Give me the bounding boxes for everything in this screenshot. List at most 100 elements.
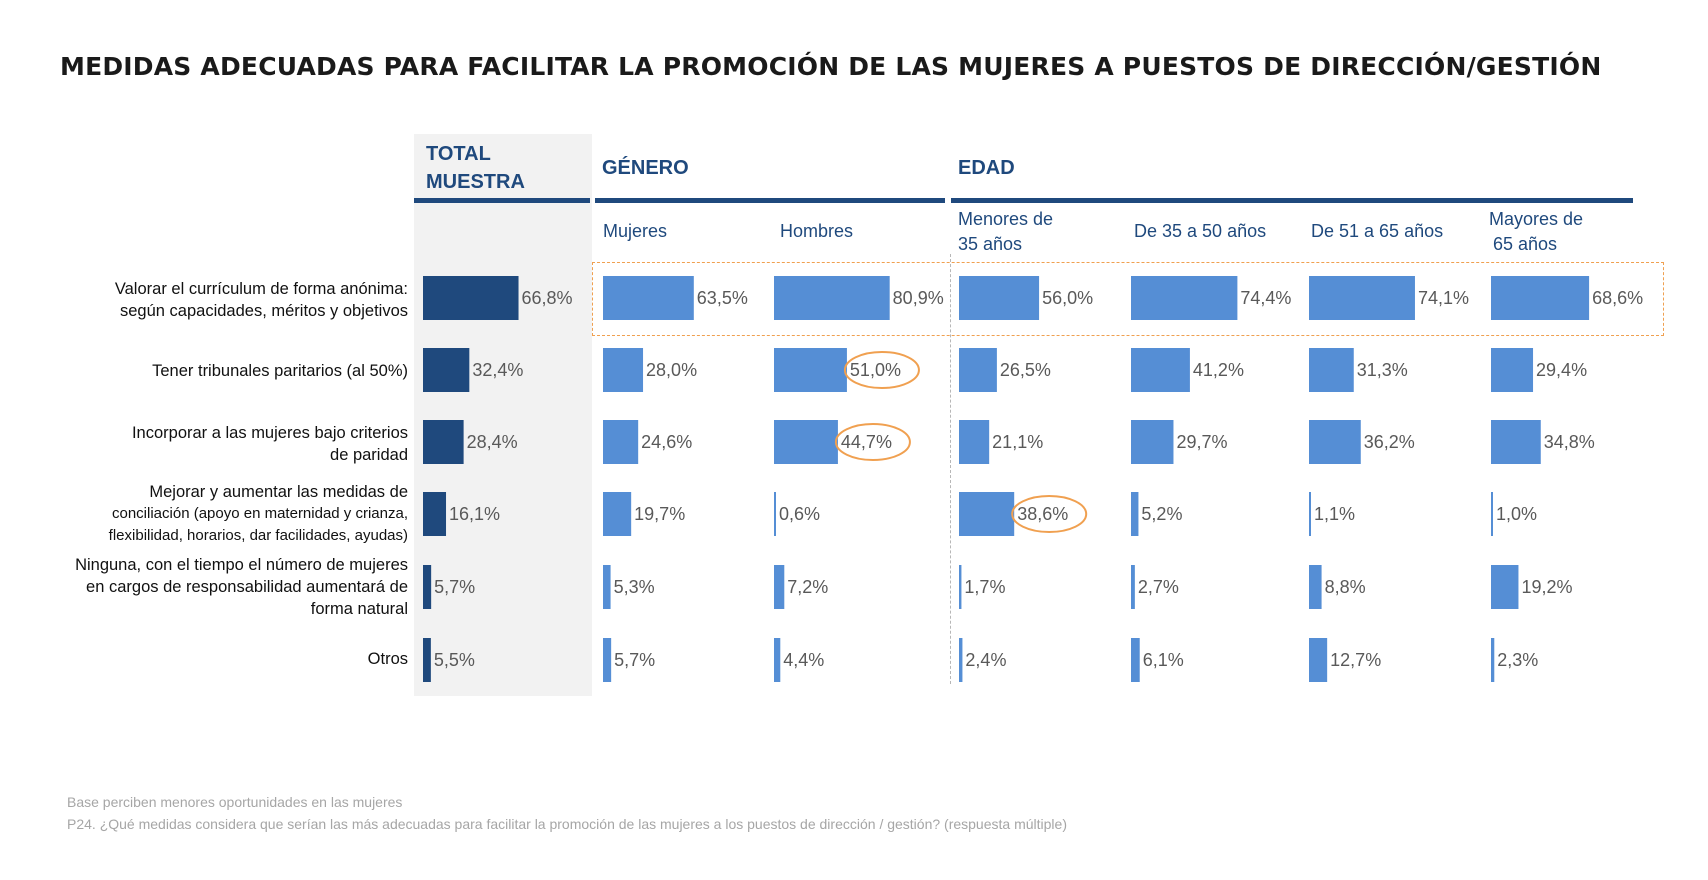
row-label-line: flexibilidad, horarios, dar facilidades,…	[108, 527, 408, 544]
bar-hombres	[774, 348, 847, 392]
data-label-menores-de-35-anos: 2,4%	[965, 650, 1006, 670]
data-label-mayores-de-65-anos: 34,8%	[1544, 432, 1595, 452]
data-label-de-51-a-65-anos: 36,2%	[1364, 432, 1415, 452]
bar-de-51-a-65-anos	[1309, 638, 1328, 682]
page-title: MEDIDAS ADECUADAS PARA FACILITAR LA PROM…	[60, 52, 1602, 81]
row-label-line: en cargos de responsabilidad aumentará d…	[86, 578, 408, 596]
column-header-mujeres: Mujeres	[603, 221, 668, 241]
bar-mujeres	[603, 492, 632, 536]
data-label-hombres: 51,0%	[850, 360, 901, 380]
data-label-de-35-a-50-anos: 5,2%	[1141, 504, 1182, 524]
bar-hombres	[774, 420, 838, 464]
data-label-hombres: 7,2%	[787, 577, 828, 597]
row-label-line: de paridad	[330, 446, 408, 464]
bar-de-51-a-65-anos	[1309, 420, 1361, 464]
data-label-hombres: 0,6%	[779, 504, 820, 524]
row-label-line: Tener tribunales paritarios (al 50%)	[152, 362, 408, 380]
bar-menores-de-35-anos	[959, 565, 962, 609]
group-line-edad	[951, 198, 1633, 203]
row-label-line: según capacidades, méritos y objetivos	[120, 302, 408, 320]
bar-de-35-a-50-anos	[1131, 565, 1135, 609]
data-label-de-51-a-65-anos: 1,1%	[1314, 504, 1355, 524]
bar-hombres	[774, 565, 785, 609]
row-label-line: forma natural	[310, 600, 408, 618]
bar-menores-de-35-anos	[959, 492, 1015, 536]
data-label-hombres: 44,7%	[841, 432, 892, 452]
data-label-total-muestra: 5,5%	[434, 650, 475, 670]
data-label-de-51-a-65-anos: 31,3%	[1357, 360, 1408, 380]
row-label: Valorar el currículum de forma anónima: …	[30, 274, 408, 326]
row-label-line: Otros	[367, 650, 408, 668]
group-title-genero: GÉNERO	[602, 157, 689, 179]
bar-menores-de-35-anos	[959, 420, 990, 464]
bar-mujeres	[603, 638, 612, 682]
bar-de-35-a-50-anos	[1131, 348, 1190, 392]
bar-mayores-de-65-anos	[1491, 276, 1590, 320]
data-label-mayores-de-65-anos: 19,2%	[1521, 577, 1572, 597]
group-title-total: TOTAL MUESTRA	[426, 143, 525, 193]
column-header-menores-35-line2: 35 años	[958, 234, 1023, 254]
data-label-total-muestra: 66,8%	[522, 288, 573, 308]
data-label-hombres: 80,9%	[893, 288, 944, 308]
bar-mujeres	[603, 348, 644, 392]
bar-total-muestra	[423, 492, 447, 536]
bar-total-muestra	[423, 420, 464, 464]
bar-mayores-de-65-anos	[1491, 492, 1493, 536]
data-label-mayores-de-65-anos: 1,0%	[1496, 504, 1537, 524]
bar-mayores-de-65-anos	[1491, 348, 1534, 392]
row-label: Ninguna, con el tiempo el número de muje…	[30, 552, 408, 622]
group-title-edad: EDAD	[958, 157, 1015, 179]
bar-total-muestra	[423, 348, 470, 392]
highlight-circle	[834, 423, 911, 461]
data-label-total-muestra: 32,4%	[472, 360, 523, 380]
data-label-menores-de-35-anos: 1,7%	[964, 577, 1005, 597]
data-label-de-35-a-50-anos: 2,7%	[1138, 577, 1179, 597]
bar-de-35-a-50-anos	[1131, 638, 1140, 682]
bar-de-51-a-65-anos	[1309, 565, 1322, 609]
row-label: Tener tribunales paritarios (al 50%)	[30, 358, 408, 384]
footnote-question: P24. ¿Qué medidas considera que serían l…	[67, 816, 1067, 832]
bar-mujeres	[603, 565, 611, 609]
bar-total-muestra	[423, 638, 431, 682]
column-header-hombres: Hombres	[780, 221, 854, 241]
row-label: Mejorar y aumentar las medidas de concil…	[30, 479, 408, 549]
data-label-menores-de-35-anos: 56,0%	[1042, 288, 1093, 308]
column-header-35-50: De 35 a 50 años	[1134, 221, 1267, 241]
bar-hombres	[774, 276, 890, 320]
data-label-total-muestra: 16,1%	[449, 504, 500, 524]
footnote-base: Base perciben menores oportunidades en l…	[67, 794, 403, 810]
column-header-menores-35: Menores de 35 años	[958, 207, 1053, 257]
group-line-total	[414, 198, 590, 203]
data-label-de-51-a-65-anos: 12,7%	[1330, 650, 1381, 670]
bar-total-muestra	[423, 276, 519, 320]
highlight-row-box	[592, 262, 1664, 336]
bar-total-muestra	[423, 565, 432, 609]
data-label-mayores-de-65-anos: 68,6%	[1592, 288, 1643, 308]
bar-mujeres	[603, 276, 694, 320]
data-label-mujeres: 63,5%	[697, 288, 748, 308]
bar-menores-de-35-anos	[959, 276, 1040, 320]
data-label-hombres: 4,4%	[783, 650, 824, 670]
data-label-menores-de-35-anos: 26,5%	[1000, 360, 1051, 380]
group-separator	[950, 254, 951, 684]
row-label-line: Mejorar y aumentar las medidas de	[149, 483, 408, 501]
data-label-de-35-a-50-anos: 6,1%	[1143, 650, 1184, 670]
data-label-de-35-a-50-anos: 74,4%	[1240, 288, 1291, 308]
data-label-mayores-de-65-anos: 2,3%	[1497, 650, 1538, 670]
row-label-line: Valorar el currículum de forma anónima:	[114, 280, 408, 298]
data-label-total-muestra: 5,7%	[434, 577, 475, 597]
bar-menores-de-35-anos	[959, 348, 997, 392]
bar-de-51-a-65-anos	[1309, 348, 1354, 392]
bar-hombres	[774, 638, 781, 682]
bar-de-35-a-50-anos	[1131, 276, 1238, 320]
highlight-circle	[843, 351, 920, 389]
bar-de-51-a-65-anos	[1309, 276, 1415, 320]
data-label-mayores-de-65-anos: 29,4%	[1536, 360, 1587, 380]
highlight-circle	[1011, 495, 1088, 533]
column-header-mayores-65-line2: 65 años	[1493, 234, 1558, 254]
data-label-mujeres: 19,7%	[634, 504, 685, 524]
data-label-de-35-a-50-anos: 29,7%	[1176, 432, 1227, 452]
bar-mayores-de-65-anos	[1491, 638, 1495, 682]
row-label-line: conciliación (apoyo en maternidad y cria…	[112, 505, 408, 522]
total-column-background	[414, 134, 592, 696]
